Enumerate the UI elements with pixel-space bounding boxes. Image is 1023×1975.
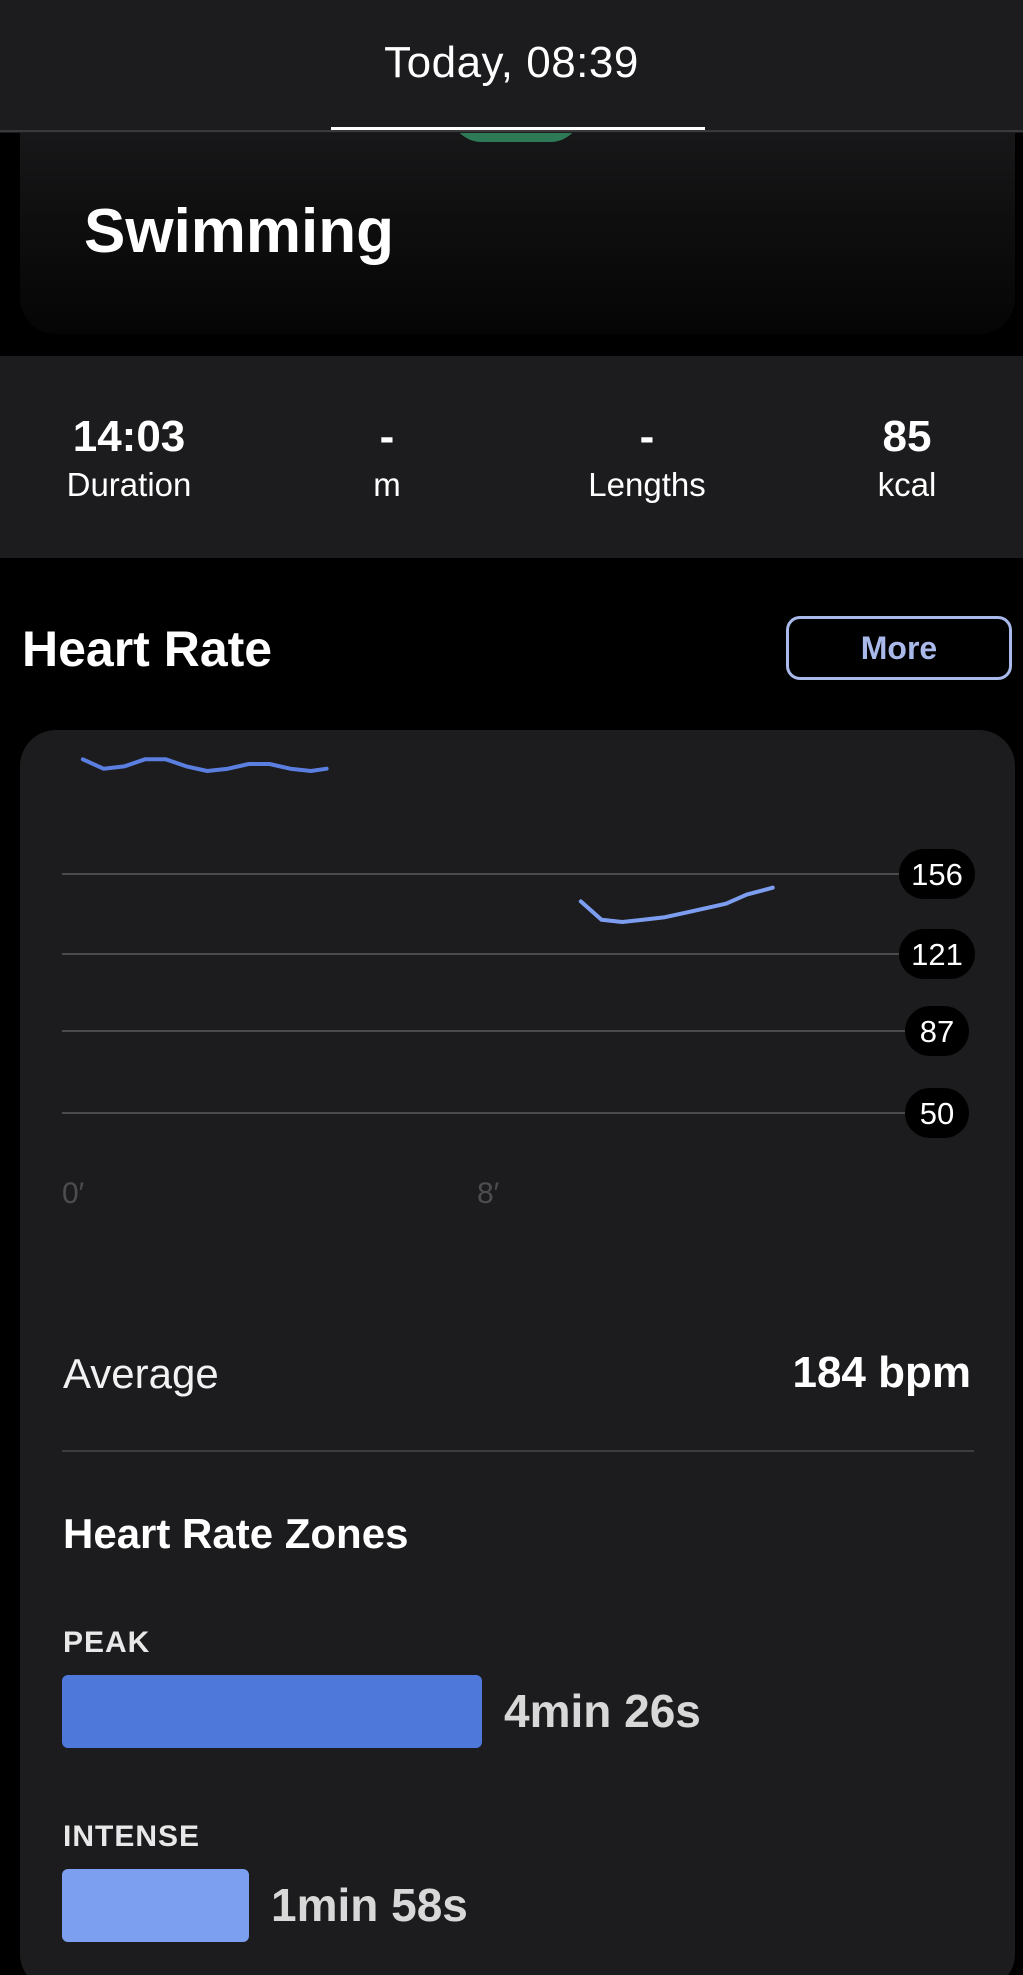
stat-calories: 85 kcal xyxy=(797,412,1017,504)
y-tick-badge xyxy=(905,1088,969,1138)
average-value: 184 bpm xyxy=(792,1348,971,1397)
stat-label: Lengths xyxy=(588,466,706,503)
stat-lengths: - Lengths xyxy=(537,412,757,504)
y-tick-badge xyxy=(899,849,975,899)
zone-label-peak: PEAK xyxy=(63,1626,151,1659)
stat-label: m xyxy=(373,466,401,503)
stat-distance: - m xyxy=(277,412,497,504)
y-tick-label: 121 xyxy=(911,937,963,972)
stat-value: 85 xyxy=(882,412,932,461)
heart-rate-card xyxy=(20,730,1015,1975)
zone-time-intense: 1min 58s xyxy=(271,1879,468,1931)
average-divider xyxy=(62,1450,974,1452)
stat-duration: 14:03 Duration xyxy=(19,412,239,504)
stat-label: kcal xyxy=(877,466,937,503)
stat-value: 14:03 xyxy=(72,412,186,461)
x-tick-label: 8′ xyxy=(477,1177,500,1210)
heart-rate-chart: 156 121 87 50 0′ 8′ xyxy=(62,757,975,1210)
stat-value: - xyxy=(379,412,395,461)
heart-rate-series-line xyxy=(578,885,775,924)
zone-time-peak: 4min 26s xyxy=(504,1685,701,1737)
activity-title: Swimming xyxy=(84,197,395,266)
stats-row: 14:03 Duration - m - Lengths 85 kcal xyxy=(0,356,1023,558)
x-tick-label: 0′ xyxy=(62,1177,85,1210)
zone-bar-peak xyxy=(62,1675,482,1748)
more-button[interactable]: More xyxy=(786,616,1012,680)
header-divider xyxy=(0,130,1023,132)
zones-heading: Heart Rate Zones xyxy=(63,1510,409,1557)
y-tick-badge xyxy=(899,929,975,979)
zone-bar-intense xyxy=(62,1869,249,1942)
average-label: Average xyxy=(63,1350,219,1397)
date-tab[interactable]: Today, 08:39 xyxy=(384,38,639,87)
stat-label: Duration xyxy=(66,466,192,503)
y-tick-label: 87 xyxy=(920,1014,954,1049)
stat-value: - xyxy=(639,412,655,461)
y-tick-label: 50 xyxy=(920,1096,954,1131)
y-tick-badge xyxy=(905,1006,969,1056)
heart-rate-heading: Heart Rate xyxy=(22,621,273,677)
tab-indicator xyxy=(331,127,705,131)
top-bar: Today, 08:39 xyxy=(0,0,1023,133)
zone-label-intense: INTENSE xyxy=(63,1820,201,1853)
y-tick-label: 156 xyxy=(911,857,963,892)
heart-rate-series-line xyxy=(80,757,329,773)
